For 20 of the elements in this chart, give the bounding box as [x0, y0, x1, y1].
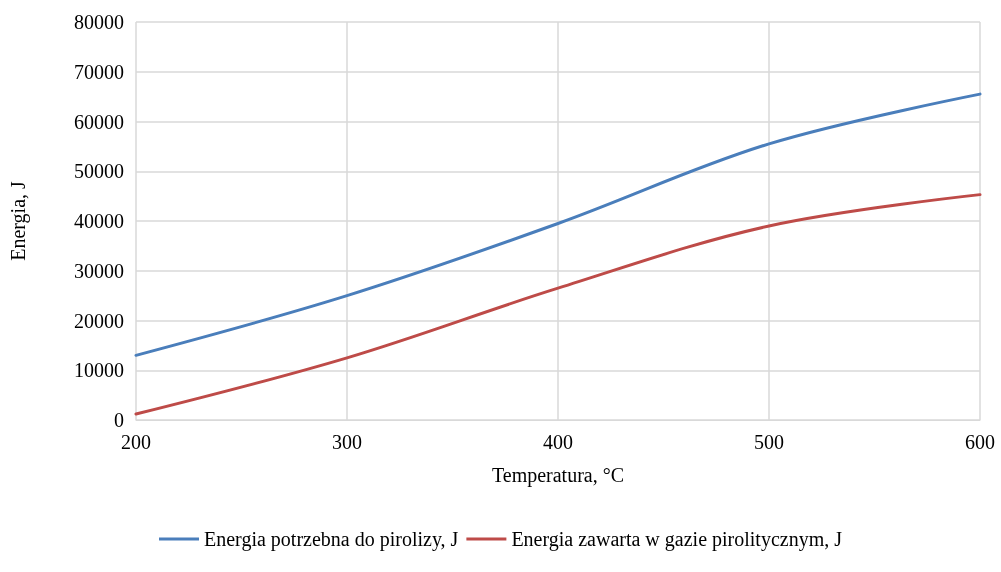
y-tick-label: 20000 — [74, 309, 124, 332]
y-tick-label: 50000 — [74, 160, 124, 183]
y-tick-label: 60000 — [74, 110, 124, 133]
line-series — [134, 193, 982, 416]
x-tick-label: 400 — [543, 431, 573, 453]
x-tick-label: 300 — [332, 431, 362, 453]
line-series — [134, 92, 982, 357]
y-axis-title: Energia, J — [7, 180, 30, 261]
y-tick-label: 80000 — [74, 11, 124, 33]
y-tick-label: 0 — [114, 409, 124, 431]
x-tick-label: 500 — [754, 431, 784, 453]
x-tick-label: 600 — [965, 431, 995, 453]
y-tick-label: 10000 — [74, 359, 124, 382]
y-tick-label: 70000 — [74, 60, 124, 83]
y-tick-label: 40000 — [74, 210, 124, 232]
x-axis-title: Temperatura, °C — [491, 464, 625, 487]
legend-label: Energia potrzebna do pirolizy, J — [204, 528, 459, 551]
y-tick-label: 30000 — [74, 259, 124, 282]
x-tick-label: 200 — [121, 431, 151, 453]
legend-label: Energia zawarta w gazie pirolitycznym, J — [511, 528, 843, 551]
